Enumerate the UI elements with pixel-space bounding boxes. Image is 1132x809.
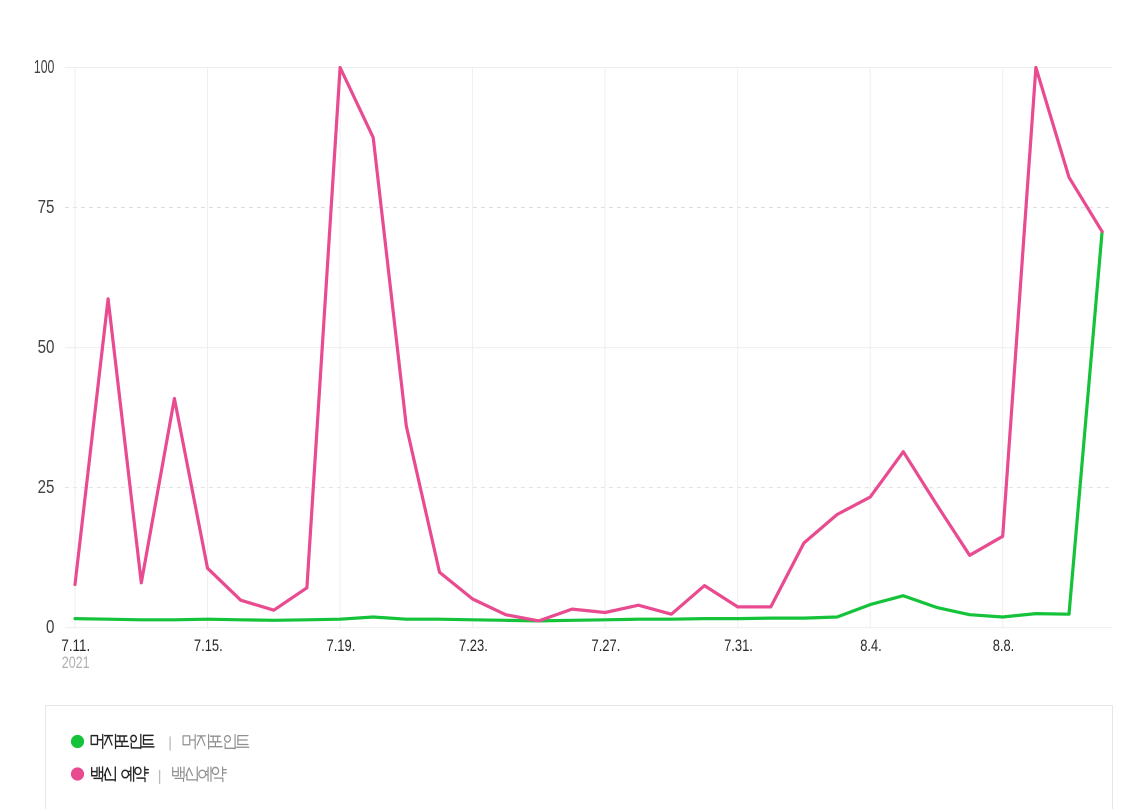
svg-text:100: 100 <box>34 57 55 77</box>
svg-text:75: 75 <box>38 197 55 217</box>
svg-text:8.8.: 8.8. <box>993 637 1015 655</box>
svg-text:7.27.: 7.27. <box>592 637 621 655</box>
svg-text:0: 0 <box>46 617 54 637</box>
svg-text:2021: 2021 <box>62 653 90 672</box>
svg-text:7.23.: 7.23. <box>459 637 488 655</box>
svg-text:7.19.: 7.19. <box>327 637 356 655</box>
svg-text:25: 25 <box>38 477 55 497</box>
svg-text:7.11.: 7.11. <box>61 637 90 655</box>
svg-text:7.31.: 7.31. <box>724 637 753 655</box>
svg-text:50: 50 <box>38 337 55 357</box>
svg-text:7.15.: 7.15. <box>194 637 223 655</box>
svg-text:8.4.: 8.4. <box>860 637 882 655</box>
